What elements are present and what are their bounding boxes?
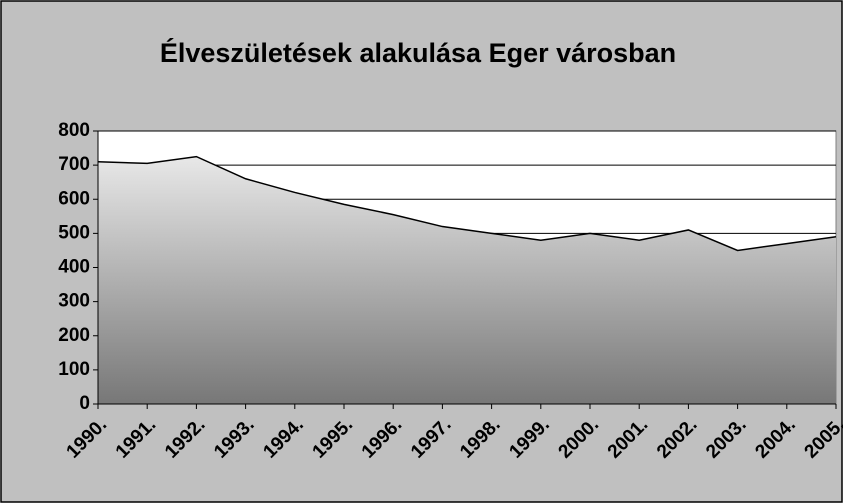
y-tick-label: 800 — [58, 120, 90, 141]
y-tick-label: 500 — [58, 222, 90, 243]
y-tick-label: 700 — [58, 154, 90, 175]
y-tick-label: 400 — [58, 257, 90, 278]
y-tick-label: 100 — [58, 359, 90, 380]
y-tick-label: 200 — [58, 325, 90, 346]
y-tick-label: 600 — [58, 188, 90, 209]
area — [98, 156, 836, 404]
y-tick-label: 0 — [79, 393, 90, 414]
area-line — [97, 155, 837, 252]
chart-title: Élveszületések alakulása Eger városban — [160, 37, 676, 68]
y-tick-label: 300 — [58, 291, 90, 312]
